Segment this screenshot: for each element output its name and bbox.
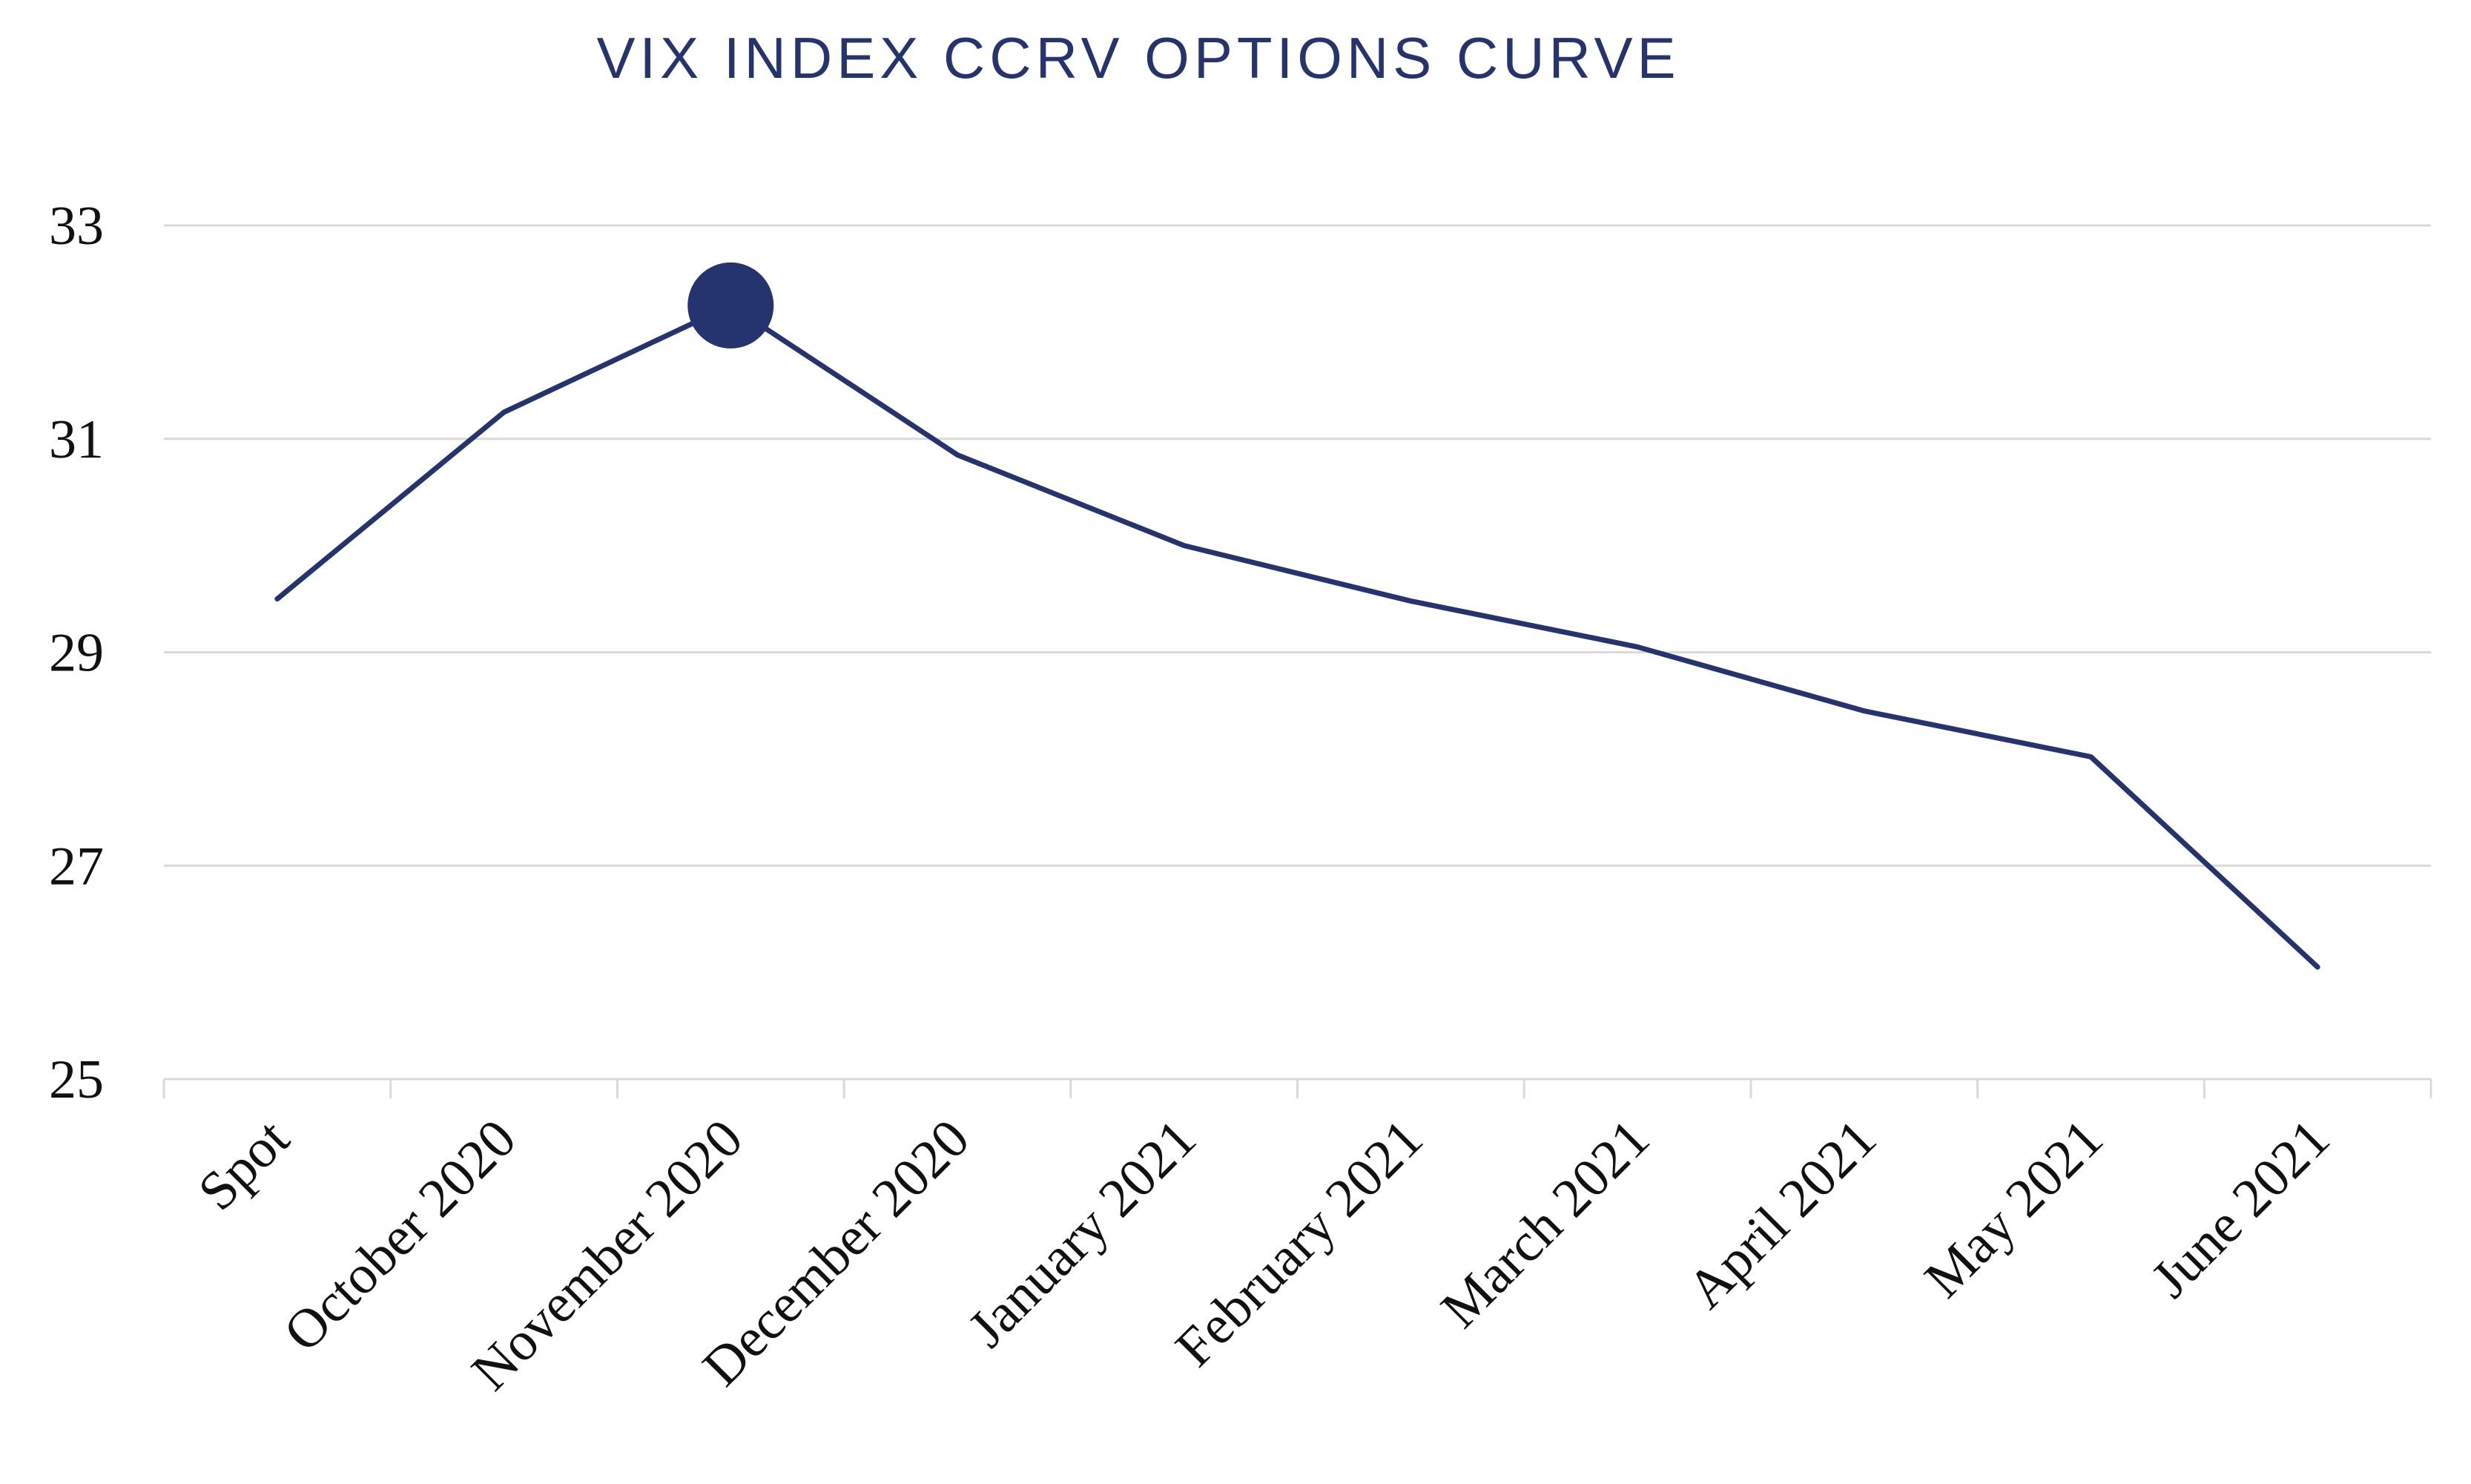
y-tick-label: 29 — [49, 623, 104, 684]
x-tick-label: January 2021 — [957, 1108, 1207, 1359]
x-tick-label: April 2021 — [1676, 1108, 1888, 1320]
x-tick-label: May 2021 — [1913, 1108, 2115, 1310]
x-tick-label: March 2021 — [1430, 1108, 1661, 1339]
y-tick-label: 27 — [49, 836, 104, 897]
x-tick-label: October 2020 — [272, 1108, 527, 1363]
series-lines — [274, 303, 2320, 970]
highlight-markers — [687, 262, 774, 349]
peak-point-marker — [687, 262, 774, 349]
x-tick-label: June 2021 — [2140, 1108, 2342, 1310]
chart-title: VIX INDEX CCRV OPTIONS CURVE — [596, 25, 1680, 90]
series-line — [274, 303, 2320, 970]
y-tick-label: 25 — [49, 1049, 104, 1110]
y-tick-label: 31 — [49, 409, 104, 470]
x-axis — [162, 1078, 2432, 1098]
y-tick-label: 33 — [49, 196, 104, 257]
gridlines — [164, 224, 2431, 867]
x-tick-label: Spot — [187, 1108, 301, 1222]
y-axis-tick-labels: 25 27 29 31 33 — [49, 196, 104, 1110]
